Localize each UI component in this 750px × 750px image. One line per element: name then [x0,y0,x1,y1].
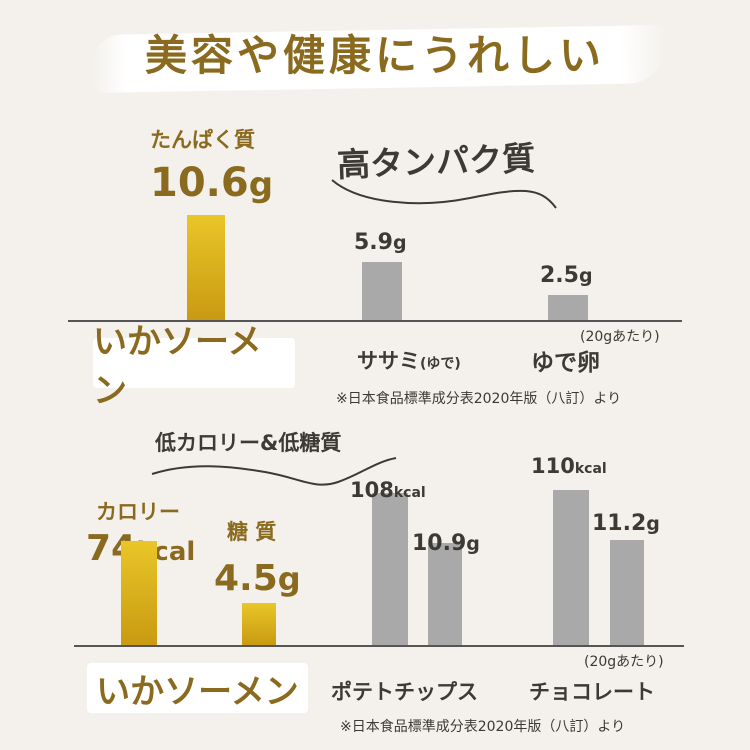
sugar-metric-label: 糖 質 [227,520,277,544]
sugar-value-label-2: 11.2g [592,511,660,536]
protein-bar-egg [548,295,588,320]
protein-category-label-1: ササミ(ゆで) [357,349,461,373]
calorie-source-note: ※日本食品標準成分表2020年版（八訂）より [340,719,626,735]
low-calorie-badge: 低カロリー&低糖質 [155,431,342,455]
calorie-bar-chocolate [553,490,589,645]
calorie-bar-ikasomen [121,540,157,645]
calorie-value-label-2: 110kcal [531,454,607,478]
page-title: 美容や健康にうれしい [144,31,605,80]
sugar-bar-ikasomen [242,602,276,645]
sugar-bar-potato-chips [428,542,462,645]
protein-source-note: ※日本食品標準成分表2020年版（八訂）より [336,391,622,407]
protein-category-label-0: いかソーメン [93,322,295,411]
protein-value-label-1: 5.9g [354,229,407,255]
sugar-bar-chocolate [610,540,644,645]
calorie-baseline [74,645,684,647]
sugar-value-label-1: 10.9g [412,531,480,556]
sugar-value-label-0: 4.5g [214,558,301,599]
protein-value-label-0: 10.6g [150,160,274,206]
title-area: 美容や健康にうれしい [0,0,750,100]
protein-value-label-2: 2.5g [540,263,593,289]
protein-baseline [68,320,682,322]
calorie-value-label-1: 108kcal [350,478,426,502]
protein-category-label-2: ゆで卵 [531,350,600,376]
calorie-per-note: (20gあたり) [584,654,664,670]
protein-bar-ikasomen [187,215,225,320]
calorie-category-label-2: チョコレート [529,680,655,704]
calorie-category-label-0: いかソーメン [87,663,308,713]
calorie-bar-potato-chips [372,492,408,645]
protein-bar-sasami [362,261,402,320]
badge-swash-1 [331,179,557,209]
protein-metric-label: たんぱく質 [150,128,255,152]
calorie-metric-label: カロリー [96,500,180,524]
badge-swash-2 [151,457,397,486]
protein-per-note: (20gあたり) [580,329,660,345]
calorie-category-label-1: ポテトチップス [331,680,478,704]
